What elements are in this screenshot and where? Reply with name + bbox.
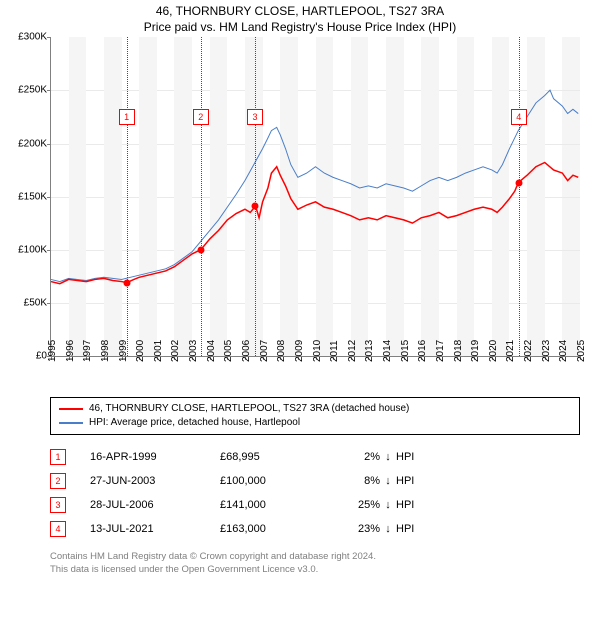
- x-tick-label: 2004: [206, 340, 217, 362]
- down-arrow-icon: ↓: [380, 451, 396, 463]
- footer-line-1: Contains HM Land Registry data © Crown c…: [50, 551, 580, 563]
- x-tick-label: 2013: [364, 340, 375, 362]
- x-tick-label: 2014: [382, 340, 393, 362]
- transaction-hpi-label: HPI: [396, 499, 436, 511]
- sale-dot: [197, 246, 204, 253]
- y-tick-label: £0: [36, 351, 51, 362]
- down-arrow-icon: ↓: [380, 499, 396, 511]
- chart-area: 1995199619971998199920002001200220032004…: [50, 37, 580, 357]
- y-tick-label: £150K: [18, 191, 51, 202]
- y-tick-label: £100K: [18, 244, 51, 255]
- transaction-date: 13-JUL-2021: [90, 523, 220, 535]
- legend-label-hpi: HPI: Average price, detached house, Hart…: [89, 416, 300, 430]
- transaction-pct: 2%: [330, 451, 380, 463]
- y-tick-label: £200K: [18, 138, 51, 149]
- sale-marker-box: 3: [247, 109, 263, 125]
- sale-dot: [252, 203, 259, 210]
- transaction-marker: 1: [50, 449, 66, 465]
- x-tick-label: 2022: [523, 340, 534, 362]
- transaction-price: £141,000: [220, 499, 330, 511]
- transaction-marker: 3: [50, 497, 66, 513]
- transactions-table: 116-APR-1999£68,9952%↓HPI227-JUN-2003£10…: [50, 445, 580, 541]
- x-tick-label: 2016: [417, 340, 428, 362]
- sale-vline: [519, 37, 520, 356]
- transaction-price: £68,995: [220, 451, 330, 463]
- transaction-row: 1 16-APR-1999£68,9952%↓HPI: [50, 445, 580, 469]
- transaction-date: 16-APR-1999: [90, 451, 220, 463]
- title-line-1: 46, THORNBURY CLOSE, HARTLEPOOL, TS27 3R…: [0, 4, 600, 20]
- transaction-pct: 23%: [330, 523, 380, 535]
- footer: Contains HM Land Registry data © Crown c…: [50, 551, 580, 576]
- transaction-hpi-label: HPI: [396, 451, 436, 463]
- footer-line-2: This data is licensed under the Open Gov…: [50, 564, 580, 576]
- transaction-date: 28-JUL-2006: [90, 499, 220, 511]
- x-tick-label: 2002: [170, 340, 181, 362]
- x-tick-label: 2010: [312, 340, 323, 362]
- x-tick-label: 2011: [329, 341, 340, 363]
- sale-vline: [201, 37, 202, 356]
- y-tick-label: £250K: [18, 85, 51, 96]
- down-arrow-icon: ↓: [380, 523, 396, 535]
- x-tick-label: 2019: [470, 340, 481, 362]
- transaction-date: 27-JUN-2003: [90, 475, 220, 487]
- x-tick-label: 2009: [294, 340, 305, 362]
- down-arrow-icon: ↓: [380, 475, 396, 487]
- chart-lines: [51, 37, 580, 356]
- x-tick-label: 1997: [82, 340, 93, 362]
- x-tick-label: 2005: [223, 340, 234, 362]
- x-tick-label: 2000: [135, 340, 146, 362]
- legend-swatch-hpi: [59, 422, 83, 424]
- sale-dot: [515, 179, 522, 186]
- x-tick-label: 1996: [65, 340, 76, 362]
- x-tick-label: 2003: [188, 340, 199, 362]
- transaction-row: 3 28-JUL-2006£141,00025%↓HPI: [50, 493, 580, 517]
- x-tick-label: 2018: [453, 340, 464, 362]
- x-tick-label: 2017: [435, 340, 446, 362]
- legend: 46, THORNBURY CLOSE, HARTLEPOOL, TS27 3R…: [50, 397, 580, 435]
- legend-swatch-property: [59, 408, 83, 410]
- x-tick-label: 2012: [347, 340, 358, 362]
- title-line-2: Price paid vs. HM Land Registry's House …: [0, 20, 600, 36]
- transaction-price: £100,000: [220, 475, 330, 487]
- sale-marker-box: 4: [511, 109, 527, 125]
- x-tick-label: 1998: [100, 340, 111, 362]
- x-tick-label: 2023: [541, 340, 552, 362]
- transaction-pct: 8%: [330, 475, 380, 487]
- transaction-price: £163,000: [220, 523, 330, 535]
- x-tick-label: 2001: [153, 340, 164, 362]
- transaction-row: 4 13-JUL-2021£163,00023%↓HPI: [50, 517, 580, 541]
- plot-region: 1995199619971998199920002001200220032004…: [50, 37, 580, 357]
- x-tick-label: 2020: [488, 340, 499, 362]
- transaction-hpi-label: HPI: [396, 523, 436, 535]
- title-block: 46, THORNBURY CLOSE, HARTLEPOOL, TS27 3R…: [0, 0, 600, 37]
- x-tick-label: 2024: [558, 340, 569, 362]
- legend-row-hpi: HPI: Average price, detached house, Hart…: [59, 416, 571, 430]
- y-tick-label: £50K: [24, 298, 51, 309]
- x-tick-label: 2015: [400, 340, 411, 362]
- sale-vline: [127, 37, 128, 356]
- transaction-marker: 2: [50, 473, 66, 489]
- series-line: [51, 163, 578, 284]
- x-tick-label: 2025: [576, 340, 587, 362]
- x-tick-label: 2021: [505, 340, 516, 362]
- legend-label-property: 46, THORNBURY CLOSE, HARTLEPOOL, TS27 3R…: [89, 402, 409, 416]
- x-tick-label: 2007: [259, 340, 270, 362]
- transaction-marker: 4: [50, 521, 66, 537]
- sale-dot: [123, 279, 130, 286]
- legend-row-property: 46, THORNBURY CLOSE, HARTLEPOOL, TS27 3R…: [59, 402, 571, 416]
- sale-marker-box: 1: [119, 109, 135, 125]
- transaction-hpi-label: HPI: [396, 475, 436, 487]
- sale-vline: [255, 37, 256, 356]
- y-tick-label: £300K: [18, 32, 51, 43]
- x-tick-label: 2008: [276, 340, 287, 362]
- transaction-pct: 25%: [330, 499, 380, 511]
- sale-marker-box: 2: [193, 109, 209, 125]
- transaction-row: 2 27-JUN-2003£100,0008%↓HPI: [50, 469, 580, 493]
- x-tick-label: 2006: [241, 340, 252, 362]
